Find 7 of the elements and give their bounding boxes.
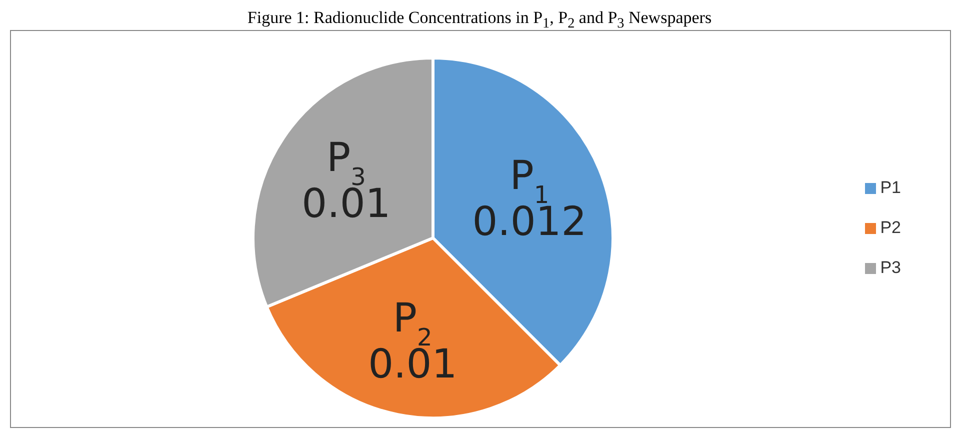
legend-label: P3 — [880, 258, 901, 277]
data-label: P$_{1}$ 0.012 — [472, 153, 587, 246]
chart-title: Figure 1: Radionuclide Concentrations in P$_{1}$, P$_{2}$ and P$_{3}$ Newspapers — [246, 8, 713, 32]
legend-label: P2 — [880, 218, 901, 237]
data-label: P$_{3}$ 0.01 — [302, 135, 391, 227]
legend-label: P1 — [880, 178, 901, 197]
data-label: P$_{2}$ 0.01 — [368, 295, 458, 388]
